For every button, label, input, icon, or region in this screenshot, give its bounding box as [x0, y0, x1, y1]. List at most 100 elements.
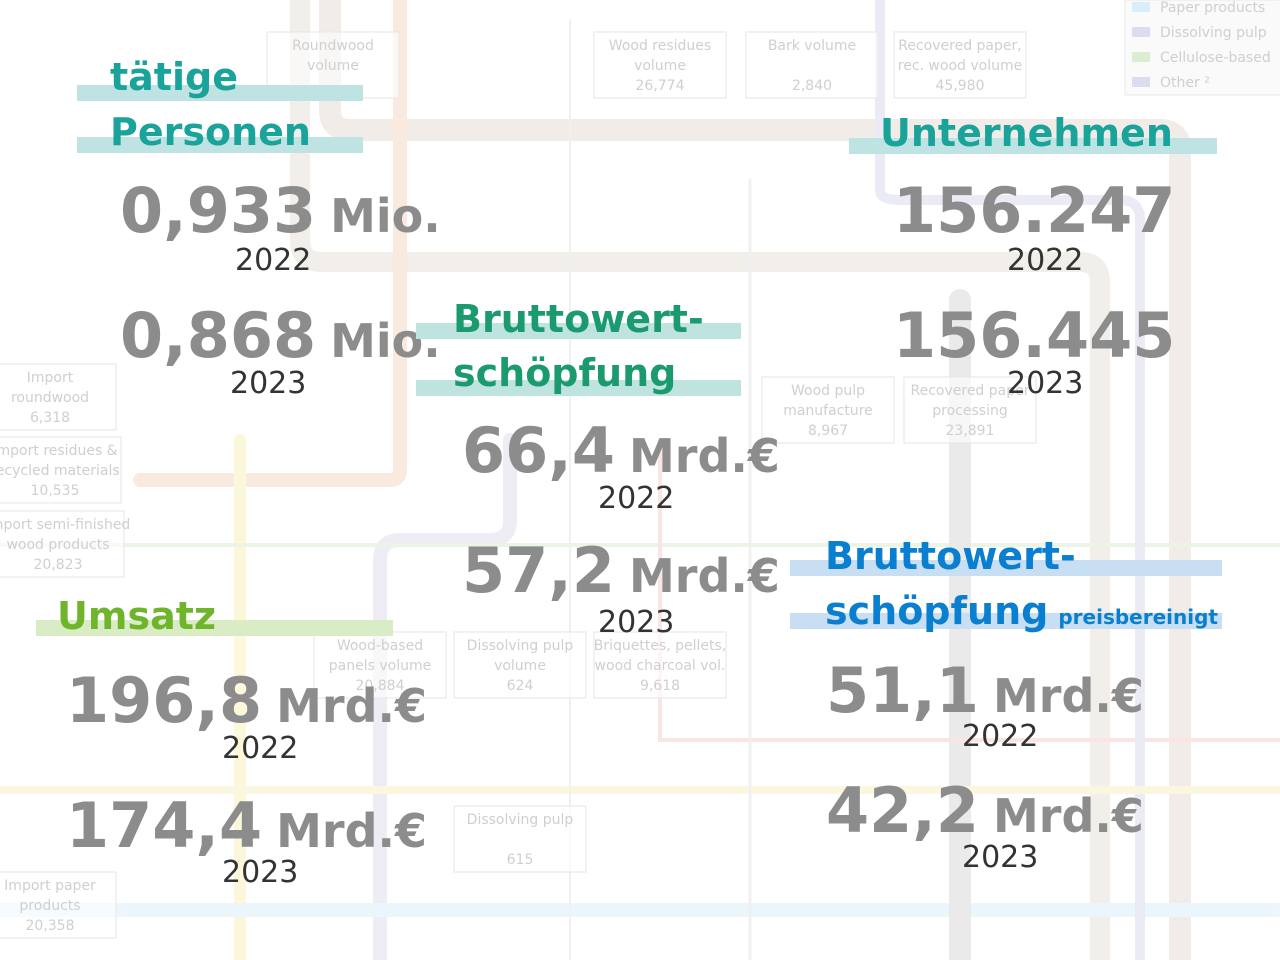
highlight-bar — [77, 137, 363, 153]
figure-year: 2022 — [222, 731, 298, 766]
legend-label: Cellulose-based — [1160, 50, 1271, 66]
diagram-label: 8,967 — [808, 423, 848, 439]
figure-value: 42,2 Mrd.€ — [826, 774, 1144, 847]
diagram-box — [593, 31, 727, 99]
diagram-box — [761, 376, 895, 444]
unit: Mrd.€ — [993, 669, 1144, 723]
diagram-label: Wood pulp — [791, 383, 865, 399]
figure-value: 0,933 Mio. — [120, 174, 441, 247]
legend-label: Dissolving pulp — [1160, 25, 1267, 41]
highlight-bar — [77, 85, 363, 101]
title-line: Personen — [110, 110, 311, 154]
value: 156.247 — [893, 174, 1175, 247]
block-title: tätige — [110, 55, 238, 99]
unit: Mrd.€ — [276, 804, 427, 858]
diagram-label: Recovered paper, — [898, 38, 1021, 54]
unit: Mrd.€ — [276, 679, 427, 733]
block-title: schöpfung — [453, 351, 676, 395]
highlight-bar — [790, 560, 1222, 576]
figure-value: 51,1 Mrd.€ — [826, 654, 1144, 727]
diagram-label: 20,884 — [356, 678, 405, 694]
diagram-label: 20,358 — [26, 918, 75, 934]
title-note: preisbereinigt — [1058, 605, 1218, 629]
diagram-label: Import semi-finished — [0, 517, 130, 533]
diagram-label: volume — [307, 58, 359, 74]
diagram-label: 2,840 — [792, 78, 832, 94]
legend-swatch — [1132, 2, 1150, 12]
figure-value: 174,4 Mrd.€ — [66, 789, 427, 862]
diagram-label: Recovered paper — [911, 383, 1030, 399]
diagram-box — [0, 436, 122, 504]
value: 0,933 — [120, 174, 316, 247]
diagram-box — [893, 31, 1027, 99]
figure-year: 2022 — [962, 719, 1038, 754]
value: 66,4 — [462, 414, 615, 487]
figure-value: 156.445 — [893, 299, 1175, 372]
title-line: tätige — [110, 55, 238, 99]
diagram-label: Wood-based — [337, 638, 423, 654]
title-line: Bruttowert- — [453, 297, 704, 341]
unit: Mrd.€ — [629, 429, 780, 483]
diagram-label: Dissolving pulp — [467, 812, 574, 828]
diagram-label: 26,774 — [636, 78, 685, 94]
diagram-label: rec. wood volume — [898, 58, 1022, 74]
highlight-bar — [849, 138, 1217, 154]
diagram-label: wood charcoal vol. — [595, 658, 726, 674]
value: 42,2 — [826, 774, 979, 847]
figure-value: 57,2 Mrd.€ — [462, 534, 780, 607]
figure-year: 2022 — [1007, 243, 1083, 278]
highlight-bar — [416, 380, 741, 396]
diagram-label: recycled materials — [0, 463, 120, 479]
diagram-label: 6,318 — [30, 410, 70, 426]
block-title: Unternehmen — [880, 111, 1173, 155]
title-line: Unternehmen — [880, 111, 1173, 155]
diagram-label: volume — [494, 658, 546, 674]
diagram-label: Import paper — [4, 878, 96, 894]
block-title: Umsatz — [57, 594, 216, 638]
diagram-label: products — [19, 898, 80, 914]
legend-swatch — [1132, 27, 1150, 37]
figures: tätige Personen 0,933 Mio. 2022 0,868 Mio. 2023… — [36, 55, 1222, 890]
block-title: schöpfung preisbereinigt — [825, 589, 1218, 633]
value: 0,868 — [120, 299, 316, 372]
value: 174,4 — [66, 789, 262, 862]
diagram-box — [745, 31, 879, 99]
block-title: Personen — [110, 110, 311, 154]
diagram-label: 20,823 — [34, 557, 83, 573]
figure-year: 2022 — [598, 481, 674, 516]
value: 57,2 — [462, 534, 615, 607]
diagram-box — [0, 510, 125, 578]
diagram-label: 45,980 — [936, 78, 985, 94]
diagram-label: volume — [634, 58, 686, 74]
diagram-label: 615 — [507, 852, 534, 868]
unit: Mio. — [330, 314, 441, 368]
figure-year: 2023 — [230, 366, 306, 401]
legend-label: Paper products — [1160, 0, 1265, 16]
diagram-label: processing — [932, 403, 1007, 419]
figure-year: 2023 — [962, 840, 1038, 875]
diagram-label: Briquettes, pellets, — [594, 638, 727, 654]
value: 156.445 — [893, 299, 1175, 372]
figure-value: 0,868 Mio. — [120, 299, 441, 372]
diagram-label: 624 — [507, 678, 534, 694]
diagram-label: 9,618 — [640, 678, 680, 694]
legend-swatch — [1132, 52, 1150, 62]
diagram-box — [0, 363, 117, 431]
diagram-label: Import residues & — [0, 443, 118, 459]
title-line: Bruttowert- — [825, 534, 1076, 578]
unit: Mio. — [330, 189, 441, 243]
title-line: schöpfung — [825, 589, 1048, 633]
diagram-label: Dissolving pulp — [467, 638, 574, 654]
value: 51,1 — [826, 654, 979, 727]
block-title: Bruttowert- — [825, 534, 1076, 578]
diagram-label: panels volume — [329, 658, 431, 674]
legend-label: Other ² — [1160, 75, 1210, 91]
figure-value: 156.247 — [893, 174, 1175, 247]
legend-box — [1124, 0, 1280, 96]
unit: Mrd.€ — [629, 549, 780, 603]
diagram-label: Roundwood — [292, 38, 374, 54]
unit: Mrd.€ — [993, 789, 1144, 843]
block-title: Bruttowert- — [453, 297, 704, 341]
figure-year: 2023 — [222, 855, 298, 890]
